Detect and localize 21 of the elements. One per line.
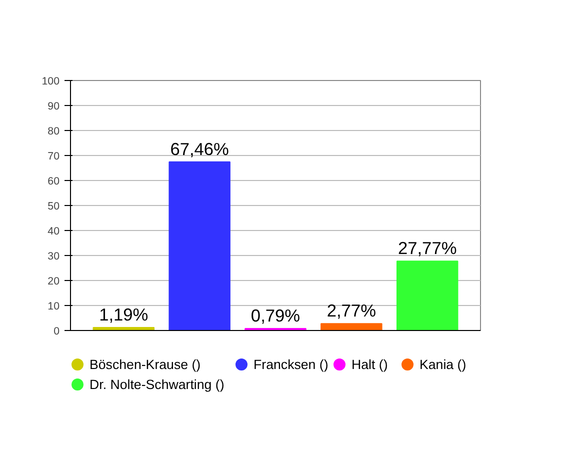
y-tick-label: 60 xyxy=(48,176,60,188)
data-label: 27,77% xyxy=(398,238,457,258)
data-label: 0,79% xyxy=(250,306,300,326)
legend-label: Böschen-Krause () xyxy=(90,357,201,372)
y-tick-label: 40 xyxy=(48,226,60,238)
y-tick-label: 100 xyxy=(42,76,60,88)
legend-label: Halt () xyxy=(352,357,388,372)
y-tick-label: 70 xyxy=(48,150,60,162)
y-tick-label: 30 xyxy=(48,250,60,262)
data-label: 1,19% xyxy=(99,304,148,325)
legend-label: Kania () xyxy=(420,357,466,372)
y-tick-label: 0 xyxy=(54,326,60,338)
y-tick-label: 90 xyxy=(48,100,60,112)
legend-label: Dr. Nolte-Schwarting () xyxy=(90,377,224,392)
y-tick-label: 20 xyxy=(48,276,60,288)
y-tick-label: 50 xyxy=(48,200,60,212)
data-label: 2,77% xyxy=(326,300,376,321)
data-label: 67,46% xyxy=(170,138,229,159)
y-tick-label: 10 xyxy=(48,300,60,312)
y-tick-label: 80 xyxy=(48,126,60,138)
legend-label: Francksen () xyxy=(254,357,328,372)
